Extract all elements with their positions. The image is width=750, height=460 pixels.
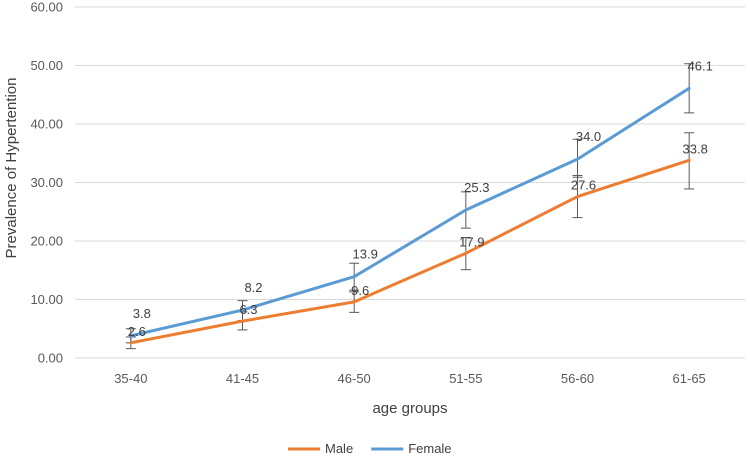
data-label-female: 8.2 (244, 280, 262, 295)
x-axis-title: age groups (372, 400, 447, 417)
legend-label: Male (325, 441, 353, 456)
x-tick-label: 35-40 (114, 371, 147, 386)
gridlines (75, 6, 745, 359)
data-label-male: 2.6 (128, 324, 146, 339)
x-tick-label: 61-65 (673, 371, 706, 386)
data-label-male: 33.8 (683, 141, 708, 156)
x-tick-label: 46-50 (338, 371, 371, 386)
x-axis-tick-labels: 35-40 41-45 46-50 51-55 56-60 61-65 (114, 371, 706, 386)
x-tick-label: 51-55 (449, 371, 482, 386)
y-tick-label: 20.00 (30, 234, 63, 249)
data-label-male: 17.9 (459, 234, 484, 249)
error-bars (125, 63, 695, 350)
x-tick-label: 56-60 (561, 371, 594, 386)
y-axis-title: Prevalence of Hypertention (3, 78, 20, 259)
series-lines (129, 86, 691, 345)
series-line-female (129, 86, 691, 338)
data-label-male: 27.6 (571, 178, 596, 193)
data-label-female: 46.1 (688, 58, 713, 73)
y-tick-label: 50.00 (30, 58, 63, 73)
data-label-female: 13.9 (353, 247, 378, 262)
data-label-male: 9.6 (351, 283, 369, 298)
data-label-female: 25.3 (464, 180, 489, 195)
y-tick-label: 40.00 (30, 117, 63, 132)
legend: Male Female (288, 441, 452, 456)
data-label-female: 34.0 (576, 129, 601, 144)
x-tick-label: 41-45 (226, 371, 259, 386)
y-tick-label: 30.00 (30, 175, 63, 190)
y-tick-label: 60.00 (30, 0, 63, 15)
series-line-male (129, 158, 691, 345)
data-labels: 2.6 6.3 9.6 17.9 27.6 33.8 3.8 8.2 13.9 25.3 34.0 4… (128, 58, 713, 338)
y-axis-tick-labels: 0.00 10.00 20.00 30.00 40.00 50.00 60.00 (30, 0, 63, 366)
y-tick-label: 10.00 (30, 292, 63, 307)
y-tick-label: 0.00 (38, 351, 63, 366)
data-label-male: 6.3 (239, 302, 257, 317)
legend-label: Female (408, 441, 451, 456)
data-label-female: 3.8 (133, 306, 151, 321)
